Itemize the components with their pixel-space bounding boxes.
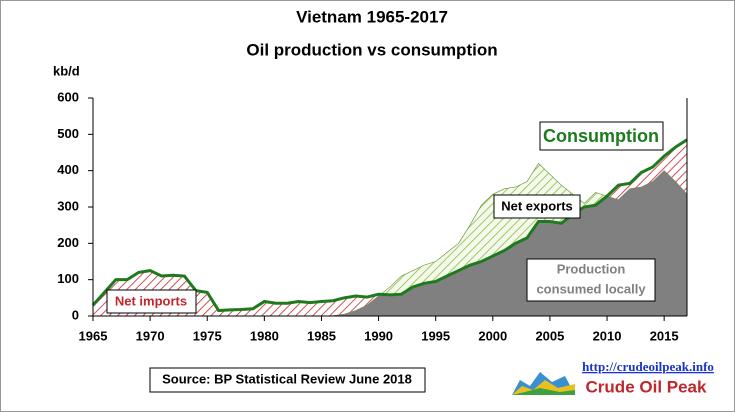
y-tick-label: 300: [57, 198, 79, 213]
net-exports-label: Net exports: [501, 198, 573, 213]
net-imports-label: Net imports: [115, 293, 187, 308]
x-tick-label: 1975: [193, 328, 222, 343]
x-tick-label: 2000: [478, 328, 507, 343]
y-tick-label: 600: [57, 89, 79, 104]
annotations: Consumption Net exports Net imports Prod…: [106, 121, 714, 396]
y-tick-label: 500: [57, 126, 79, 141]
y-tick-label: 100: [57, 271, 79, 286]
x-tick-label: 1990: [364, 328, 393, 343]
x-tick-label: 2015: [650, 328, 679, 343]
y-tick-label: 400: [57, 162, 79, 177]
url[interactable]: http://crudeoilpeak.info: [582, 359, 714, 374]
logo-text: Crude Oil Peak: [586, 377, 707, 396]
production-label-2: consumed locally: [536, 281, 646, 296]
chart-title: Vietnam 1965-2017: [296, 7, 448, 26]
annotation-box: [106, 289, 197, 314]
y-tick-label: 0: [72, 307, 79, 322]
production-label: Production: [557, 261, 626, 276]
x-tick-label: 2005: [535, 328, 564, 343]
x-tick-label: 1980: [250, 328, 279, 343]
source-box: [149, 367, 426, 393]
logo-icon: [512, 372, 575, 395]
x-tick-label: 2010: [593, 328, 622, 343]
annotation-box: [526, 258, 656, 302]
consumption-line: [91, 138, 688, 313]
y-tick-label: 200: [57, 235, 79, 250]
y-axis-label: kb/d: [53, 63, 80, 78]
consumption-label: Consumption: [543, 126, 659, 146]
x-tick-label: 1970: [136, 328, 165, 343]
x-tick-label: 1985: [307, 328, 336, 343]
x-tick-label: 1965: [79, 328, 108, 343]
annotation-box: [539, 121, 664, 151]
x-tick-label: 1995: [421, 328, 450, 343]
annotation-box: [493, 194, 581, 219]
chart-subtitle: Oil production vs consumption: [246, 40, 497, 59]
source: Source: BP Statistical Review June 2018: [162, 371, 412, 386]
